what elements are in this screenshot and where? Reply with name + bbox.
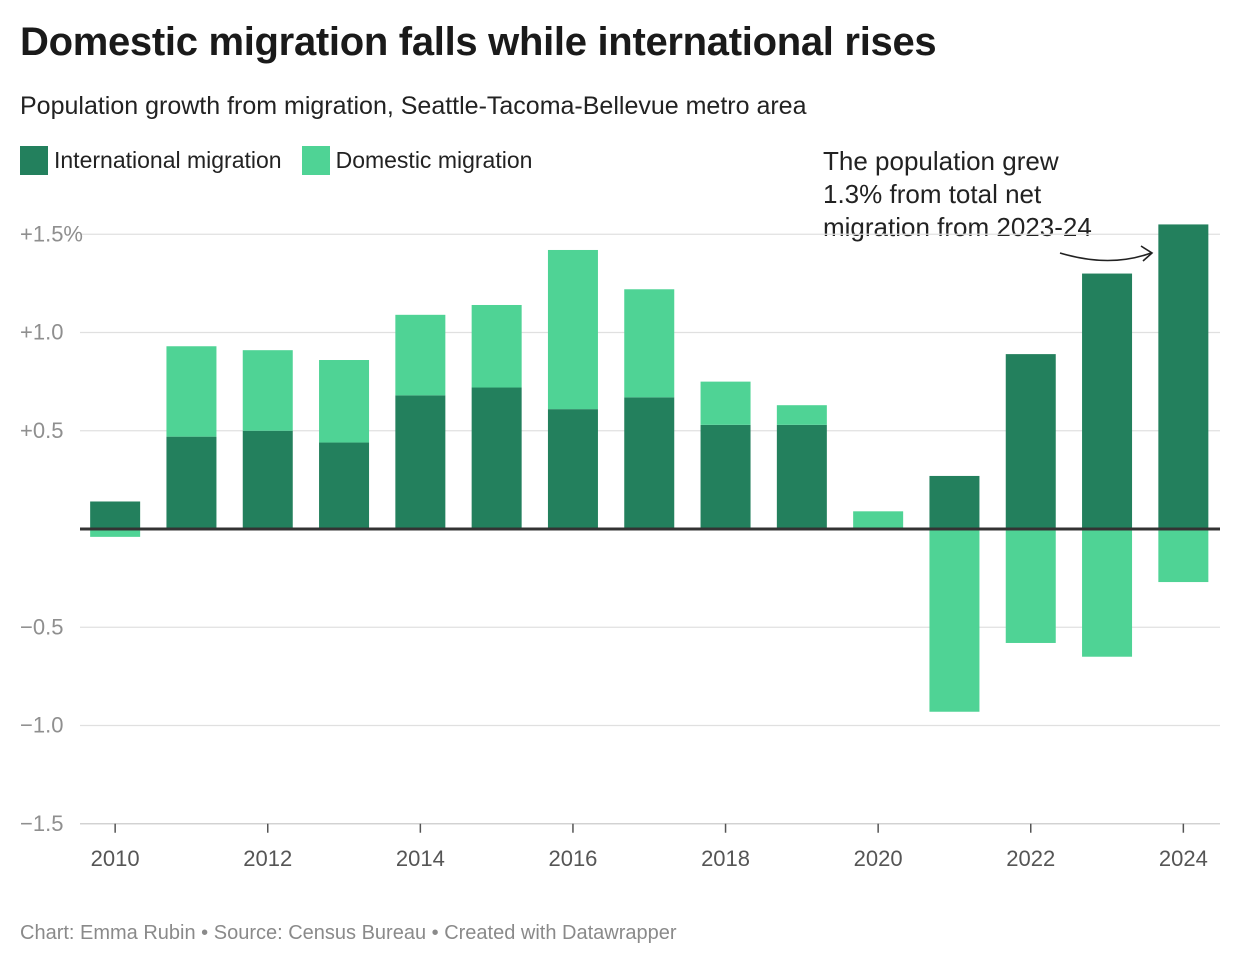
bar-domestic-2012 <box>242 350 293 431</box>
legend-item-international: International migration <box>20 146 282 175</box>
x-tick-label: 2012 <box>243 846 292 871</box>
legend-label-domestic: Domestic migration <box>335 147 533 173</box>
bar-international-2017 <box>624 397 675 529</box>
bar-international-2024 <box>1158 224 1209 530</box>
bar-international-2016 <box>547 409 598 529</box>
annotation-arrow <box>1059 252 1152 262</box>
x-tick-label: 2020 <box>854 846 903 871</box>
axis-layer: 2010 2012 2014 2016 2018 2020 2022 2024 <box>80 527 1220 871</box>
y-tick-label: −1.5 <box>20 811 63 836</box>
bar-domestic-2014 <box>395 314 446 396</box>
bar-international-2012 <box>242 430 293 529</box>
bar-international-2011 <box>166 436 217 529</box>
bar-domestic-2020 <box>853 511 904 529</box>
bar-domestic-2010 <box>90 529 141 537</box>
y-tick-label: +0.5 <box>20 418 63 443</box>
legend-swatch-domestic <box>301 146 330 175</box>
bar-domestic-2024 <box>1158 529 1209 583</box>
legend: International migration Domestic migrati… <box>20 146 552 175</box>
legend-item-domestic: Domestic migration <box>301 146 533 175</box>
bar-international-2013 <box>319 442 370 529</box>
bar-international-2015 <box>471 387 522 529</box>
annotation-arrowhead <box>1140 245 1154 262</box>
legend-swatch-international <box>20 146 48 175</box>
bar-international-2023 <box>1082 273 1133 529</box>
bar-domestic-2015 <box>471 304 522 388</box>
chart-title: Domestic migration falls while internati… <box>20 20 937 64</box>
x-tick-label: 2014 <box>396 846 445 871</box>
y-tick-label: +1.5% <box>20 221 83 246</box>
bar-international-2010 <box>90 501 141 529</box>
bar-international-2019 <box>776 424 827 529</box>
y-tick-label: −0.5 <box>20 614 63 639</box>
bars-layer <box>90 224 1209 712</box>
x-tick-label: 2018 <box>701 846 750 871</box>
bar-domestic-2023 <box>1082 529 1133 657</box>
bar-domestic-2013 <box>319 360 370 443</box>
annotation-line: 1.3% from total net <box>823 179 1042 209</box>
annotation-text: The population grew 1.3% from total net … <box>823 145 1092 244</box>
x-tick-label: 2010 <box>91 846 140 871</box>
bar-domestic-2016 <box>547 249 598 410</box>
annotation-line: The population grew <box>823 146 1059 176</box>
bar-domestic-2017 <box>624 289 675 398</box>
x-tick-label: 2016 <box>548 846 597 871</box>
x-tick-label: 2022 <box>1006 846 1055 871</box>
bar-domestic-2018 <box>700 381 751 425</box>
grid-layer: +1.5% +1.0 +0.5 −0.5 −1.0 −1.5 <box>20 221 1220 836</box>
bar-international-2018 <box>700 424 751 529</box>
footer-credit: Chart: Emma Rubin • Source: Census Burea… <box>20 922 677 944</box>
bar-international-2022 <box>1005 354 1056 529</box>
chart-subtitle: Population growth from migration, Seattl… <box>20 92 807 120</box>
annotation-line: migration from 2023-24 <box>823 212 1092 242</box>
bar-domestic-2019 <box>776 405 827 425</box>
legend-label-international: International migration <box>54 147 282 173</box>
bar-domestic-2022 <box>1005 529 1056 643</box>
x-tick-label: 2024 <box>1159 846 1208 871</box>
bar-international-2014 <box>395 395 446 529</box>
bar-domestic-2021 <box>929 529 980 712</box>
y-tick-label: +1.0 <box>20 320 63 345</box>
bar-international-2021 <box>929 475 980 529</box>
bar-domestic-2011 <box>166 346 217 437</box>
y-tick-label: −1.0 <box>20 713 63 738</box>
